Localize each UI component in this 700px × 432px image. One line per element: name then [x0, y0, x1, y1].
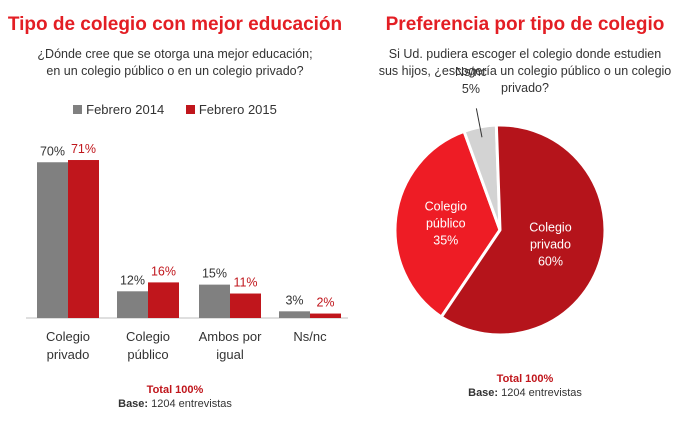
category-label: Ns/nc	[293, 329, 327, 344]
pie-question-line-1: Si Ud. pudiera escoger el colegio donde …	[388, 47, 662, 61]
category-label: igual	[216, 347, 244, 362]
pie-slice-label: Colegio	[425, 199, 467, 213]
left-panel: Tipo de colegio con mejor educación ¿Dón…	[0, 14, 350, 411]
pie-leader-line	[475, 108, 483, 138]
bar-value-label: 3%	[285, 293, 303, 307]
pie-slice-label: 60%	[538, 254, 563, 268]
legend-label-2014: Febrero 2014	[86, 102, 165, 117]
pie-chart-title: Preferencia por tipo de colegio	[385, 14, 665, 35]
bar-question-line-1: ¿Dónde cree que se otorga una mejor educ…	[37, 47, 313, 61]
bar-value-label: 70%	[40, 144, 65, 158]
legend-swatch-2015	[185, 105, 195, 114]
right-panel: Preferencia por tipo de colegio Si Ud. p…	[350, 0, 700, 432]
bar-value-label: 16%	[151, 264, 176, 278]
pie-slice-2	[439, 123, 607, 337]
bar-chart-question: ¿Dónde cree que se otorga una mejor educ…	[0, 46, 350, 80]
bar-1-3	[310, 313, 341, 318]
category-label: público	[127, 347, 168, 362]
category-label: Colegio	[46, 329, 90, 344]
bar-1-2	[230, 293, 261, 318]
pie-question-line-3: privado?	[501, 81, 549, 95]
legend-item-2015: Febrero 2015	[185, 102, 277, 117]
bar-total: Total 100%	[146, 384, 204, 396]
category-label: Ambos por	[199, 329, 263, 344]
bar-1-1	[148, 282, 179, 318]
bar-1-0	[68, 160, 99, 318]
bar-0-2	[199, 284, 230, 318]
bar-value-label: 2%	[316, 296, 334, 310]
pie-base-value: 1204 entrevistas	[501, 387, 582, 399]
bar-value-label: 11%	[233, 276, 257, 290]
pie-chart-footer: Total 100% Base: 1204 entrevistas	[350, 372, 700, 400]
bar-chart: 70% 12% 15% 3% 71% 16% 11% 2% Colegio privado Cole…	[26, 142, 348, 362]
legend-label-2015: Febrero 2015	[198, 102, 277, 117]
bar-0-0	[37, 162, 68, 318]
bar-value-label: 71%	[71, 142, 96, 156]
pie-chart: Colegio público 35% Ns/nc 5% Colegio privado 60…	[393, 65, 607, 337]
bar-base-value: 1204 entrevistas	[151, 398, 232, 410]
bar-0-3	[279, 311, 310, 318]
bar-chart-title: Tipo de colegio con mejor educación	[7, 14, 343, 35]
pie-slice-label: público	[426, 216, 466, 230]
legend-swatch-2014	[73, 105, 83, 114]
bar-0-1	[117, 291, 148, 318]
pie-base-label: Base:	[468, 387, 499, 399]
pie-slice-0	[393, 129, 502, 319]
pie-slice-label: 35%	[433, 233, 458, 247]
category-label: privado	[47, 347, 90, 362]
pie-chart-question: Si Ud. pudiera escoger el colegio donde …	[350, 46, 700, 97]
pie-slice-label: Colegio	[529, 220, 571, 234]
legend-item-2014: Febrero 2014	[73, 102, 164, 117]
bar-question-line-2: en un colegio público o en un colegio pr…	[46, 64, 304, 78]
pie-total: Total 100%	[496, 373, 554, 385]
pie-slice-label: privado	[530, 237, 571, 251]
bar-chart-legend: Febrero 2014 Febrero 2015	[0, 102, 350, 117]
pie-slice-label: 5%	[462, 82, 480, 96]
bar-value-label: 12%	[120, 273, 145, 287]
bar-chart-footer: Total 100% Base: 1204 entrevistas	[0, 383, 350, 411]
bar-base-label: Base:	[118, 398, 149, 410]
bar-value-label: 15%	[202, 267, 227, 281]
category-label: Colegio	[126, 329, 170, 344]
pie-question-line-2: sus hijos, ¿escogería un colegio público…	[378, 64, 672, 78]
pie-slice-label: Ns/nc	[455, 65, 487, 79]
